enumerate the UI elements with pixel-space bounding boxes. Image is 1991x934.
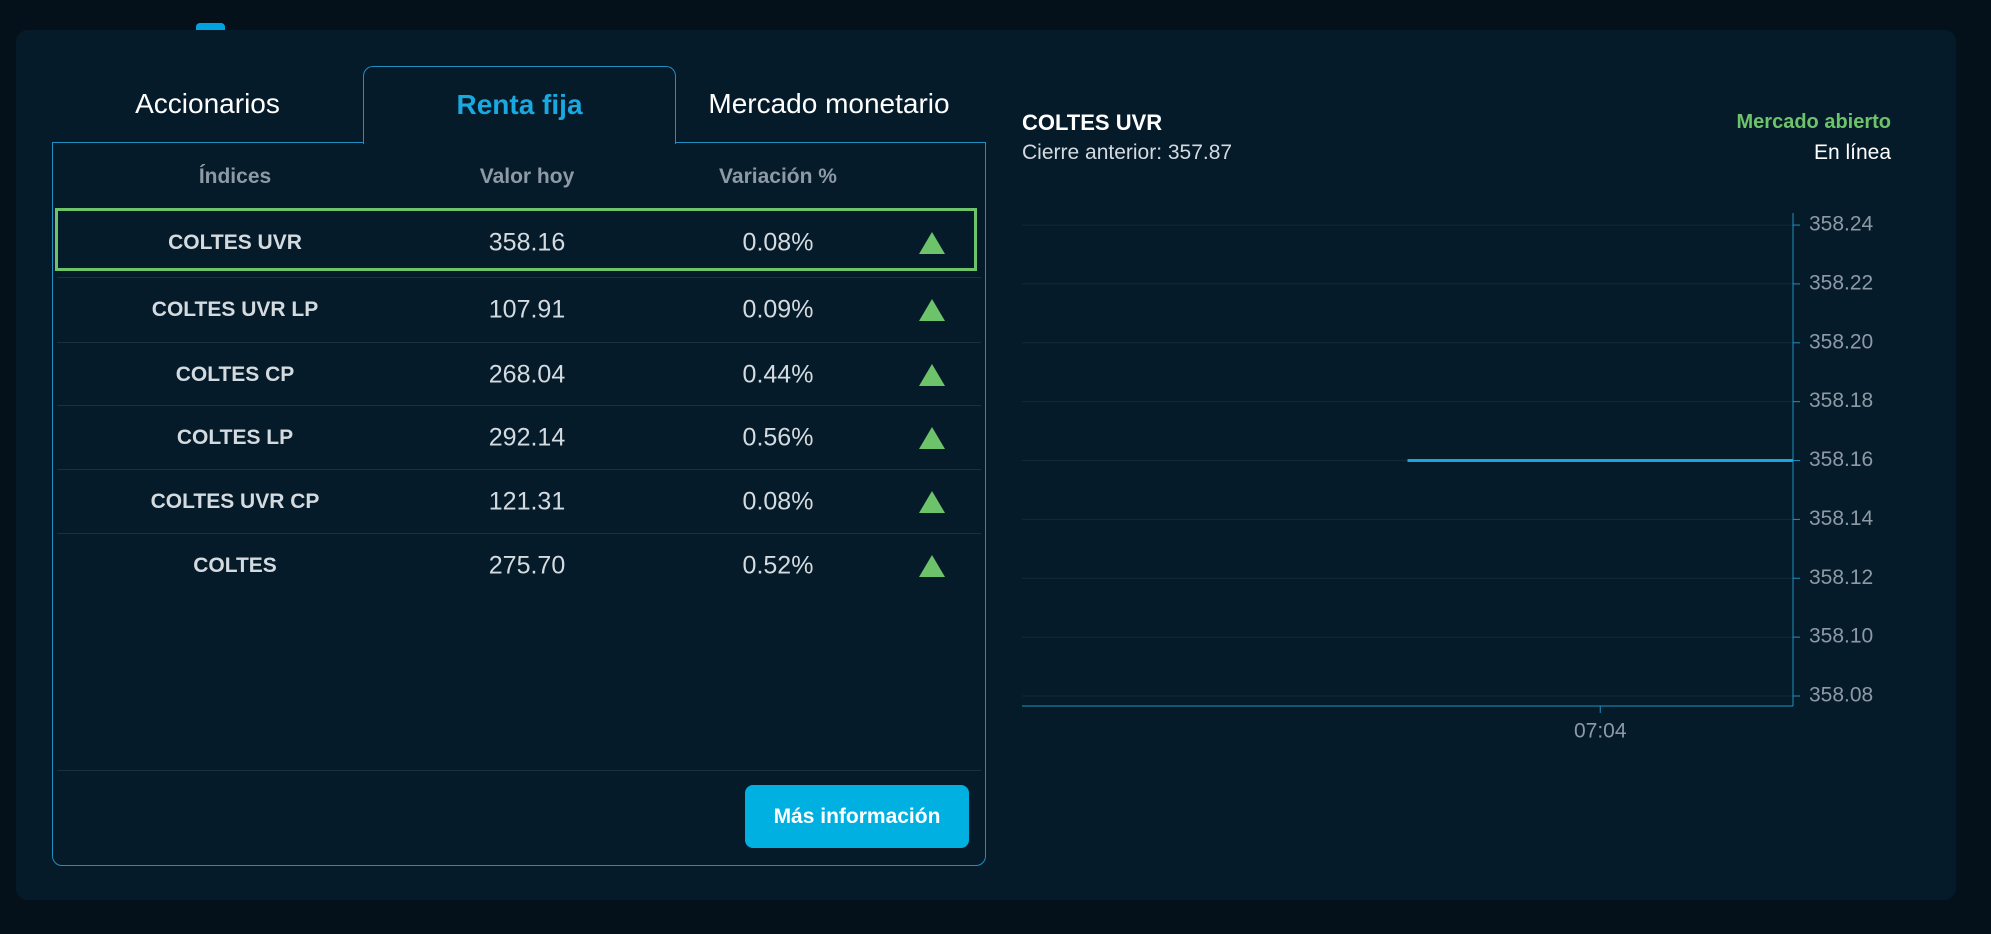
y-tick-label: 358.12	[1809, 566, 1873, 589]
y-tick-label: 358.22	[1809, 271, 1873, 294]
up-arrow	[919, 555, 945, 577]
index-change: 0.52%	[742, 551, 814, 580]
y-tick-label: 358.14	[1809, 507, 1874, 530]
y-tick-label: 358.10	[1809, 625, 1873, 648]
y-tick-label: 358.20	[1809, 330, 1873, 353]
up-arrow	[919, 427, 945, 449]
column-header: Índices	[198, 165, 272, 188]
separator	[57, 770, 981, 771]
more-info-button[interactable]: Más información	[745, 785, 969, 848]
index-value: 358.16	[488, 228, 566, 257]
row-separator	[57, 342, 981, 343]
chart-title: COLTES UVR	[1022, 110, 1163, 135]
index-change: 0.56%	[742, 423, 814, 452]
index-change: 0.44%	[742, 360, 814, 389]
index-name[interactable]: COLTES CP	[175, 363, 295, 386]
index-name[interactable]: COLTES	[193, 554, 277, 577]
tab[interactable]: Accionarios	[135, 88, 280, 119]
row-separator	[57, 277, 981, 278]
row-separator	[57, 469, 981, 470]
index-change: 0.08%	[742, 487, 814, 516]
index-value: 121.31	[488, 487, 566, 516]
y-tick-label: 358.18	[1809, 389, 1873, 412]
y-tick-label: 358.16	[1809, 448, 1873, 471]
index-name[interactable]: COLTES LP	[176, 426, 294, 449]
selected-row	[55, 208, 977, 271]
index-value: 292.14	[488, 423, 566, 452]
up-arrow	[919, 232, 945, 254]
column-header: Variación %	[719, 165, 837, 188]
tab-active[interactable]: Renta fija	[363, 66, 676, 144]
up-arrow	[919, 491, 945, 513]
column-header: Valor hoy	[479, 165, 575, 188]
index-change: 0.08%	[742, 228, 814, 257]
y-tick-label: 358.24	[1809, 213, 1874, 236]
panel	[16, 30, 1956, 900]
row-separator	[57, 533, 981, 534]
chart-subtitle: Cierre anterior: 357.87	[1022, 141, 1233, 164]
tab[interactable]: Mercado monetario	[708, 88, 950, 119]
index-value: 275.70	[488, 551, 566, 580]
index-name[interactable]: COLTES UVR CP	[150, 490, 320, 513]
x-tick-label: 07:04	[1574, 720, 1627, 743]
y-tick-label: 358.08	[1809, 684, 1873, 707]
connection-status: En línea	[1813, 141, 1891, 164]
index-value: 107.91	[488, 295, 566, 324]
index-name[interactable]: COLTES UVR LP	[151, 298, 319, 321]
index-change: 0.09%	[742, 295, 814, 324]
index-name[interactable]: COLTES UVR	[168, 231, 302, 254]
market-status: Mercado abierto	[1736, 111, 1891, 133]
up-arrow	[919, 299, 945, 321]
index-value: 268.04	[488, 360, 566, 389]
row-separator	[57, 405, 981, 406]
up-arrow	[919, 364, 945, 386]
top-indicator	[196, 23, 225, 33]
